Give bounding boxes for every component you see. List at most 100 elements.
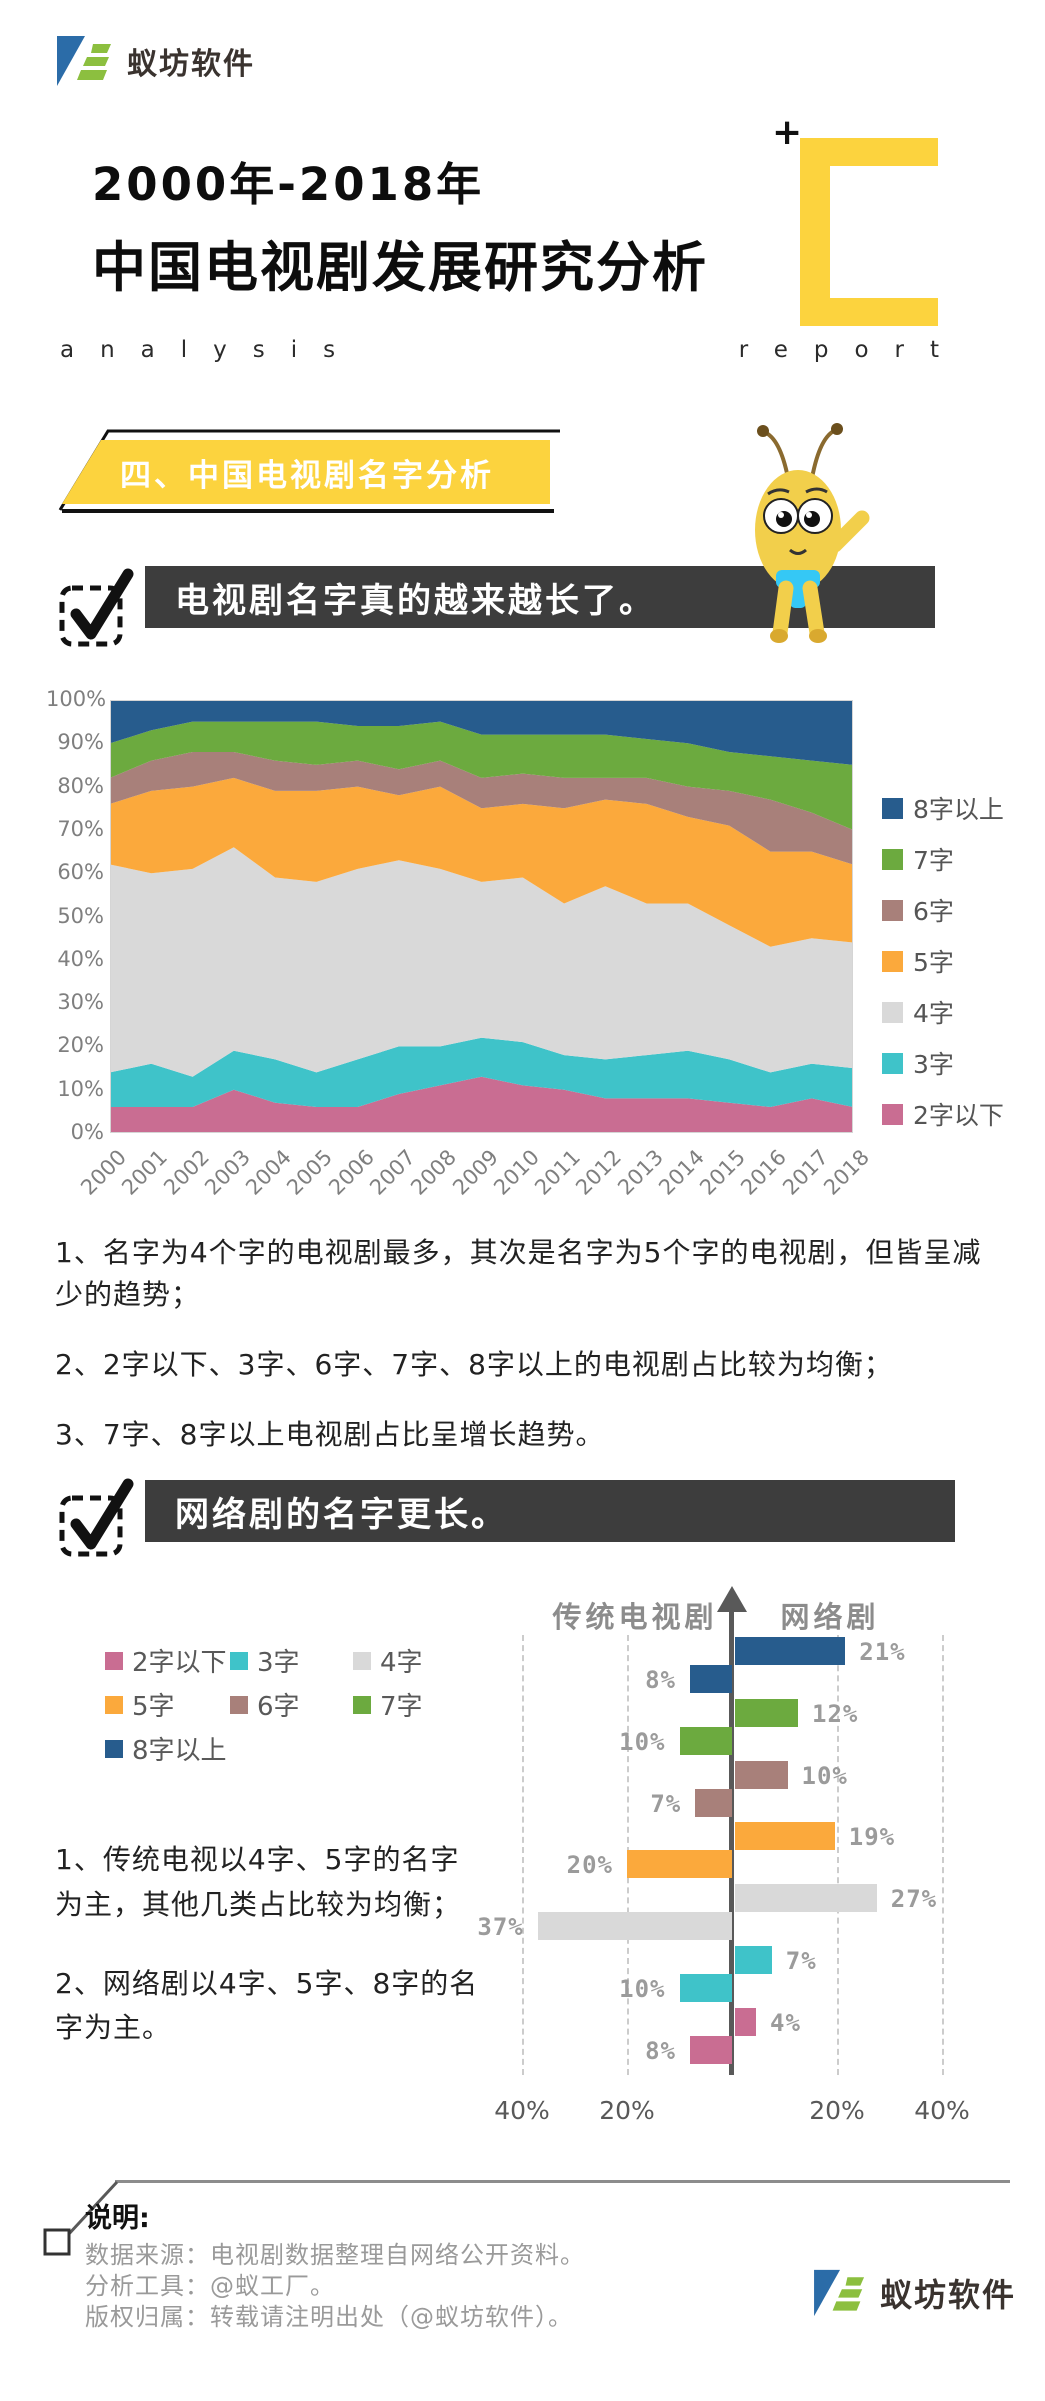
- legend-label: 6字: [913, 897, 954, 926]
- gridline: [837, 1635, 839, 2075]
- legend-label: 2字以下: [913, 1101, 1004, 1130]
- bar-value-label: 20%: [566, 1851, 613, 1879]
- axis-tick-label: 20%: [599, 2096, 655, 2125]
- footer-source: 数据来源：电视剧数据整理自网络公开资料。: [85, 2241, 585, 2269]
- legend-item: 6字: [230, 1686, 300, 1723]
- bar-right-7字: [735, 1699, 798, 1727]
- tornado-right-header: 网络剧: [780, 1600, 880, 1634]
- tornado-left-header: 传统电视剧: [552, 1600, 718, 1634]
- y-axis-tick: 20%: [57, 1033, 104, 1058]
- bar-left-7字: [679, 1727, 732, 1755]
- legend-label: 5字: [913, 948, 954, 977]
- bar-value-label: 4%: [770, 2009, 801, 2037]
- finding2-title: 网络剧的名字更长。: [175, 1494, 508, 1535]
- legend-item: 3字: [230, 1642, 300, 1679]
- ant-mascot: [755, 423, 870, 643]
- legend-swatch: [882, 848, 903, 870]
- subtitle-analysis: analysis: [60, 337, 362, 363]
- y-axis-tick: 70%: [57, 816, 104, 841]
- bar-value-label: 19%: [848, 1823, 896, 1851]
- axis-tick-label: 40%: [914, 2096, 970, 2125]
- tornado-center-axis: [729, 1610, 734, 2075]
- legend-swatch: [882, 797, 903, 819]
- bar-value-label: 10%: [619, 1975, 666, 2003]
- axis-arrow-icon: [717, 1586, 747, 1612]
- y-axis-tick: 60%: [57, 860, 104, 885]
- legend-swatch: [230, 1651, 248, 1670]
- bar-value-label: 37%: [477, 1913, 524, 1941]
- tornado-chart: 传统电视剧 网络剧 21% 8% 12% 10% 10% 7% 19% 20% 27% 37% 7%…: [0, 1580, 1045, 2150]
- y-axis-tick: 50%: [57, 903, 104, 928]
- y-axis-tick: 100%: [46, 687, 107, 711]
- y-axis-tick: 40%: [57, 946, 104, 971]
- bar-value-label: 8%: [645, 1666, 676, 1694]
- bar-right-8字以上: [735, 1637, 846, 1665]
- bar-value-label: 10%: [801, 1762, 848, 1790]
- bar-value-label: 21%: [859, 1638, 906, 1666]
- legend-item: 4字: [353, 1642, 423, 1679]
- notes2-block: 1、传统电视以4字、5字的名字为主，其他几类占比较为均衡； 2、网络剧以4字、5…: [55, 1838, 485, 2079]
- legend-item: 5字: [105, 1686, 175, 1723]
- finding2-banner: 网络剧的名字更长。: [145, 1480, 955, 1542]
- bar-left-2字以下: [690, 2036, 732, 2064]
- legend-label: 3字: [913, 1050, 954, 1079]
- y-axis-tick: 30%: [57, 990, 104, 1015]
- legend-swatch: [882, 1001, 903, 1023]
- legend-label: 8字以上: [913, 795, 1004, 824]
- legend-item: 5字: [882, 943, 1004, 979]
- note1-2: 2、2字以下、3字、6字、7字、8字以上的电视剧占比较为均衡；: [55, 1348, 893, 1381]
- legend-item: 4字: [882, 994, 1004, 1030]
- y-axis-tick: 10%: [57, 1076, 104, 1101]
- legend-label: 7字: [380, 1692, 423, 1722]
- bar-right-4字: [735, 1884, 877, 1912]
- section-banner-label: 四、中国电视剧名字分析: [120, 457, 494, 494]
- footer-tool: 分析工具：@蚁工厂。: [85, 2272, 335, 2301]
- bar-right-6字: [735, 1761, 788, 1789]
- bar-value-label: 12%: [812, 1700, 859, 1728]
- report-title-main: 中国电视剧发展研究分析: [92, 236, 708, 299]
- report-title: 2000年-2018年 中国电视剧发展研究分析: [92, 148, 708, 302]
- legend-label: 7字: [913, 846, 954, 875]
- legend-item: 2字以下: [105, 1642, 227, 1679]
- bar-value-label: 8%: [645, 2037, 676, 2065]
- bar-value-label: 10%: [619, 1728, 666, 1756]
- legend-label: 4字: [913, 999, 954, 1028]
- legend-swatch: [230, 1695, 248, 1714]
- notes1-block: 1、名字为4个字的电视剧最多，其次是名字为5个字的电视剧，但皆呈减少的趋势； 2…: [55, 1232, 1005, 1484]
- stacked-area-plot: [110, 700, 853, 1133]
- legend-swatch: [105, 1695, 123, 1714]
- legend-item: 2字以下: [882, 1096, 1004, 1132]
- legend-swatch: [105, 1739, 123, 1758]
- legend-item: 6字: [882, 892, 1004, 928]
- legend-label: 4字: [380, 1648, 423, 1678]
- gridline: [522, 1635, 524, 2075]
- note1-1: 1、名字为4个字的电视剧最多，其次是名字为5个字的电视剧，但皆呈减少的趋势；: [55, 1236, 982, 1311]
- legend-label: 2字以下: [132, 1648, 227, 1678]
- bar-left-5字: [627, 1850, 732, 1878]
- footer-brand-logo-icon: [814, 2269, 865, 2317]
- footer-rule: [115, 2180, 1010, 2183]
- note1-3: 3、7字、8字以上电视剧占比呈增长趋势。: [55, 1418, 605, 1451]
- chart1-legend: 8字以上 7字 6字 5字 4字 3字 2字以下: [882, 790, 1004, 1147]
- footer-notes: 数据来源：电视剧数据整理自网络公开资料。 分析工具：@蚁工厂。 版权归属：转载请…: [85, 2240, 585, 2334]
- bar-right-5字: [735, 1822, 835, 1850]
- legend-swatch: [882, 950, 903, 972]
- footer-brand-logo: 蚁坊软件: [812, 2268, 1016, 2318]
- section-underline: [62, 509, 554, 513]
- brand-logo-text: 蚁坊软件: [127, 47, 255, 82]
- footer-copyright: 版权归属：转载请注明出处（@蚁坊软件）。: [85, 2303, 573, 2332]
- bar-left-8字以上: [690, 1665, 732, 1693]
- footer-corner-decoration: [43, 2180, 119, 2256]
- bar-value-label: 7%: [650, 1790, 682, 1818]
- legend-label: 3字: [257, 1648, 300, 1678]
- legend-item: 8字以上: [882, 790, 1004, 826]
- subtitle-report: report: [738, 337, 965, 363]
- bar-value-label: 27%: [890, 1885, 938, 1913]
- report-title-years: 2000年-2018年: [92, 158, 485, 211]
- y-axis-tick: 0%: [70, 1120, 104, 1144]
- legend-label: 8字以上: [132, 1736, 227, 1766]
- report-subtitle: analysis report: [60, 337, 965, 363]
- note2-1: 1、传统电视以4字、5字的名字为主，其他几类占比较为均衡；: [55, 1843, 462, 1921]
- footer-brand-text: 蚁坊软件: [880, 2276, 1017, 2314]
